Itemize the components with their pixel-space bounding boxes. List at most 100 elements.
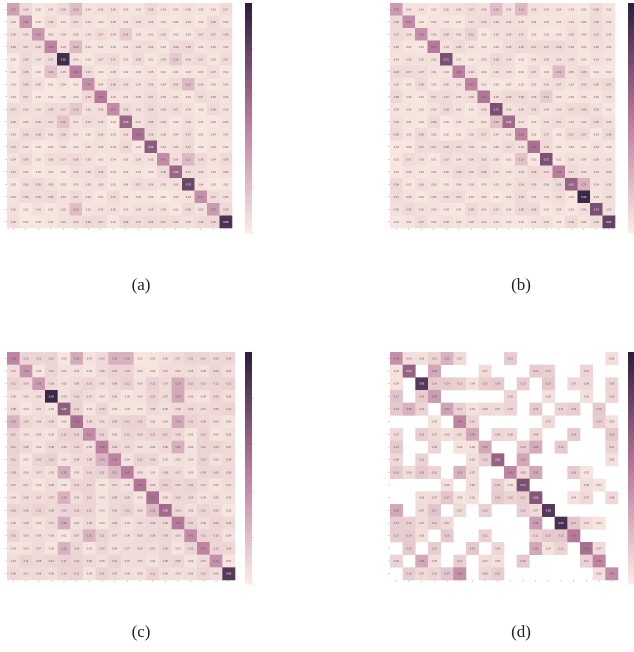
cell-value-label: 0.07 [36,546,42,550]
cell-value-label: 0.06 [531,182,537,186]
cell-value-label: 0.04 [226,420,232,424]
cell-value-label: 0.25 [11,420,17,424]
cell-value-label: 0.05 [98,7,104,11]
heatmap-cell [32,40,45,54]
cell-value-label: 0.06 [213,420,219,424]
cell-value-label: 0.05 [419,534,425,538]
cell-value-label: 0.06 [99,420,105,424]
cell-value-label: 0.08 [87,521,93,525]
cell-value-label: 0.06 [544,220,550,224]
cell-value-label: 0.55 [74,420,80,424]
heatmap-cell [95,402,109,416]
heatmap-cell [157,165,170,179]
heatmap-cell [527,65,541,79]
heatmap-cell [602,153,616,166]
heatmap-cell [44,65,58,79]
heatmap-cell [157,103,170,116]
heatmap-cell [590,128,603,141]
colorbar-segment [245,152,252,157]
heatmap-cell [82,153,95,166]
cell-value-label: 0.11 [226,382,231,386]
heatmap-cell [552,128,566,141]
heatmap-cell [477,15,491,29]
heatmap-cell [95,415,109,429]
cell-value-label: 0.02 [198,107,204,111]
cell-value-label: 0.05 [112,432,118,436]
heatmap-cell [108,415,122,429]
heatmap-cell [209,504,223,517]
heatmap-cell [465,178,478,191]
heatmap-cell [567,402,581,416]
heatmap-cell [184,491,198,505]
heatmap-cell [82,190,95,204]
heatmap-cell [94,153,108,166]
colorbar-segment [245,506,252,512]
heatmap-cell [209,567,223,581]
cell-value-label: 0.07 [394,195,400,199]
cell-value-label: 0.03 [213,432,219,436]
cell-value-label: 0.14 [495,496,501,500]
heatmap-cell [219,3,233,16]
cell-value-label: 0.08 [49,508,55,512]
cell-value-label: 0.48 [99,445,105,449]
cell-value-label: 0.06 [419,182,425,186]
heatmap-cell [552,40,566,54]
cell-value-label: 0.10 [61,572,67,576]
colorbar-segment [245,479,252,484]
heatmap-cell [197,428,210,441]
heatmap-cell [95,352,109,365]
cell-value-label: 0.03 [569,7,575,11]
heatmap-cell [7,153,20,166]
colorbar-segment [245,156,252,161]
heatmap-cell [453,567,467,581]
heatmap-cell [182,128,195,141]
heatmap-cell [159,554,172,568]
cell-value-label: 0.07 [226,445,232,449]
cell-value-label: 0.05 [494,95,500,99]
colorbar-segment [628,440,634,446]
cell-value-label: 0.24 [99,458,105,462]
heatmap-cell [577,128,591,141]
heatmap-cell [44,40,58,54]
cell-value-label: 0.02 [519,70,525,74]
cell-value-label: 0.05 [49,534,55,538]
heatmap-cell [502,103,516,116]
heatmap-panel-b: 0.35 0.04 0.04 0.02 0.05 0.05 0.07 0.06 0.20 0.04… [383,0,634,245]
cell-value-label: 0.05 [606,32,612,36]
cell-value-label: 0.03 [87,407,93,411]
heatmap-cell [159,529,172,543]
heatmap-cell [32,115,45,129]
cell-value-label: 0.12 [457,559,463,563]
heatmap-cell [194,140,208,154]
cell-value-label: 0.03 [556,95,562,99]
heatmap-cell [70,428,84,441]
colorbar-segment [628,417,634,423]
cell-value-label: 0.28 [175,382,181,386]
cell-value-label: 0.13 [495,572,501,576]
colorbar-segment [245,576,252,581]
heatmap-cell [7,516,20,530]
heatmap-cell [70,402,84,416]
heatmap-cell [466,478,479,492]
heatmap-cell [121,415,134,429]
heatmap-cell [478,453,492,467]
cell-value-label: 0.02 [456,20,462,24]
cell-value-label: 0.04 [444,70,450,74]
heatmap-cell [415,178,428,191]
cell-value-label: 0.04 [431,20,437,24]
colorbar-segment [628,144,634,150]
heatmap-cell [427,203,441,216]
cell-value-label: 0.04 [198,45,204,49]
cell-value-label: 0.09 [175,559,181,563]
cell-value-label: 0.02 [123,70,129,74]
cell-value-label: 0.42 [188,534,194,538]
cell-value-label: 0.06 [594,82,600,86]
cell-value-label: 0.02 [61,534,67,538]
cell-value-label: 0.40 [457,572,463,576]
heatmap-cell [453,466,467,479]
cell-value-label: 0.04 [594,145,600,149]
heatmap-cell [133,390,147,403]
cell-value-label: 0.06 [173,157,179,161]
cell-value-label: 0.07 [198,95,204,99]
colorbar-segment [628,510,634,515]
